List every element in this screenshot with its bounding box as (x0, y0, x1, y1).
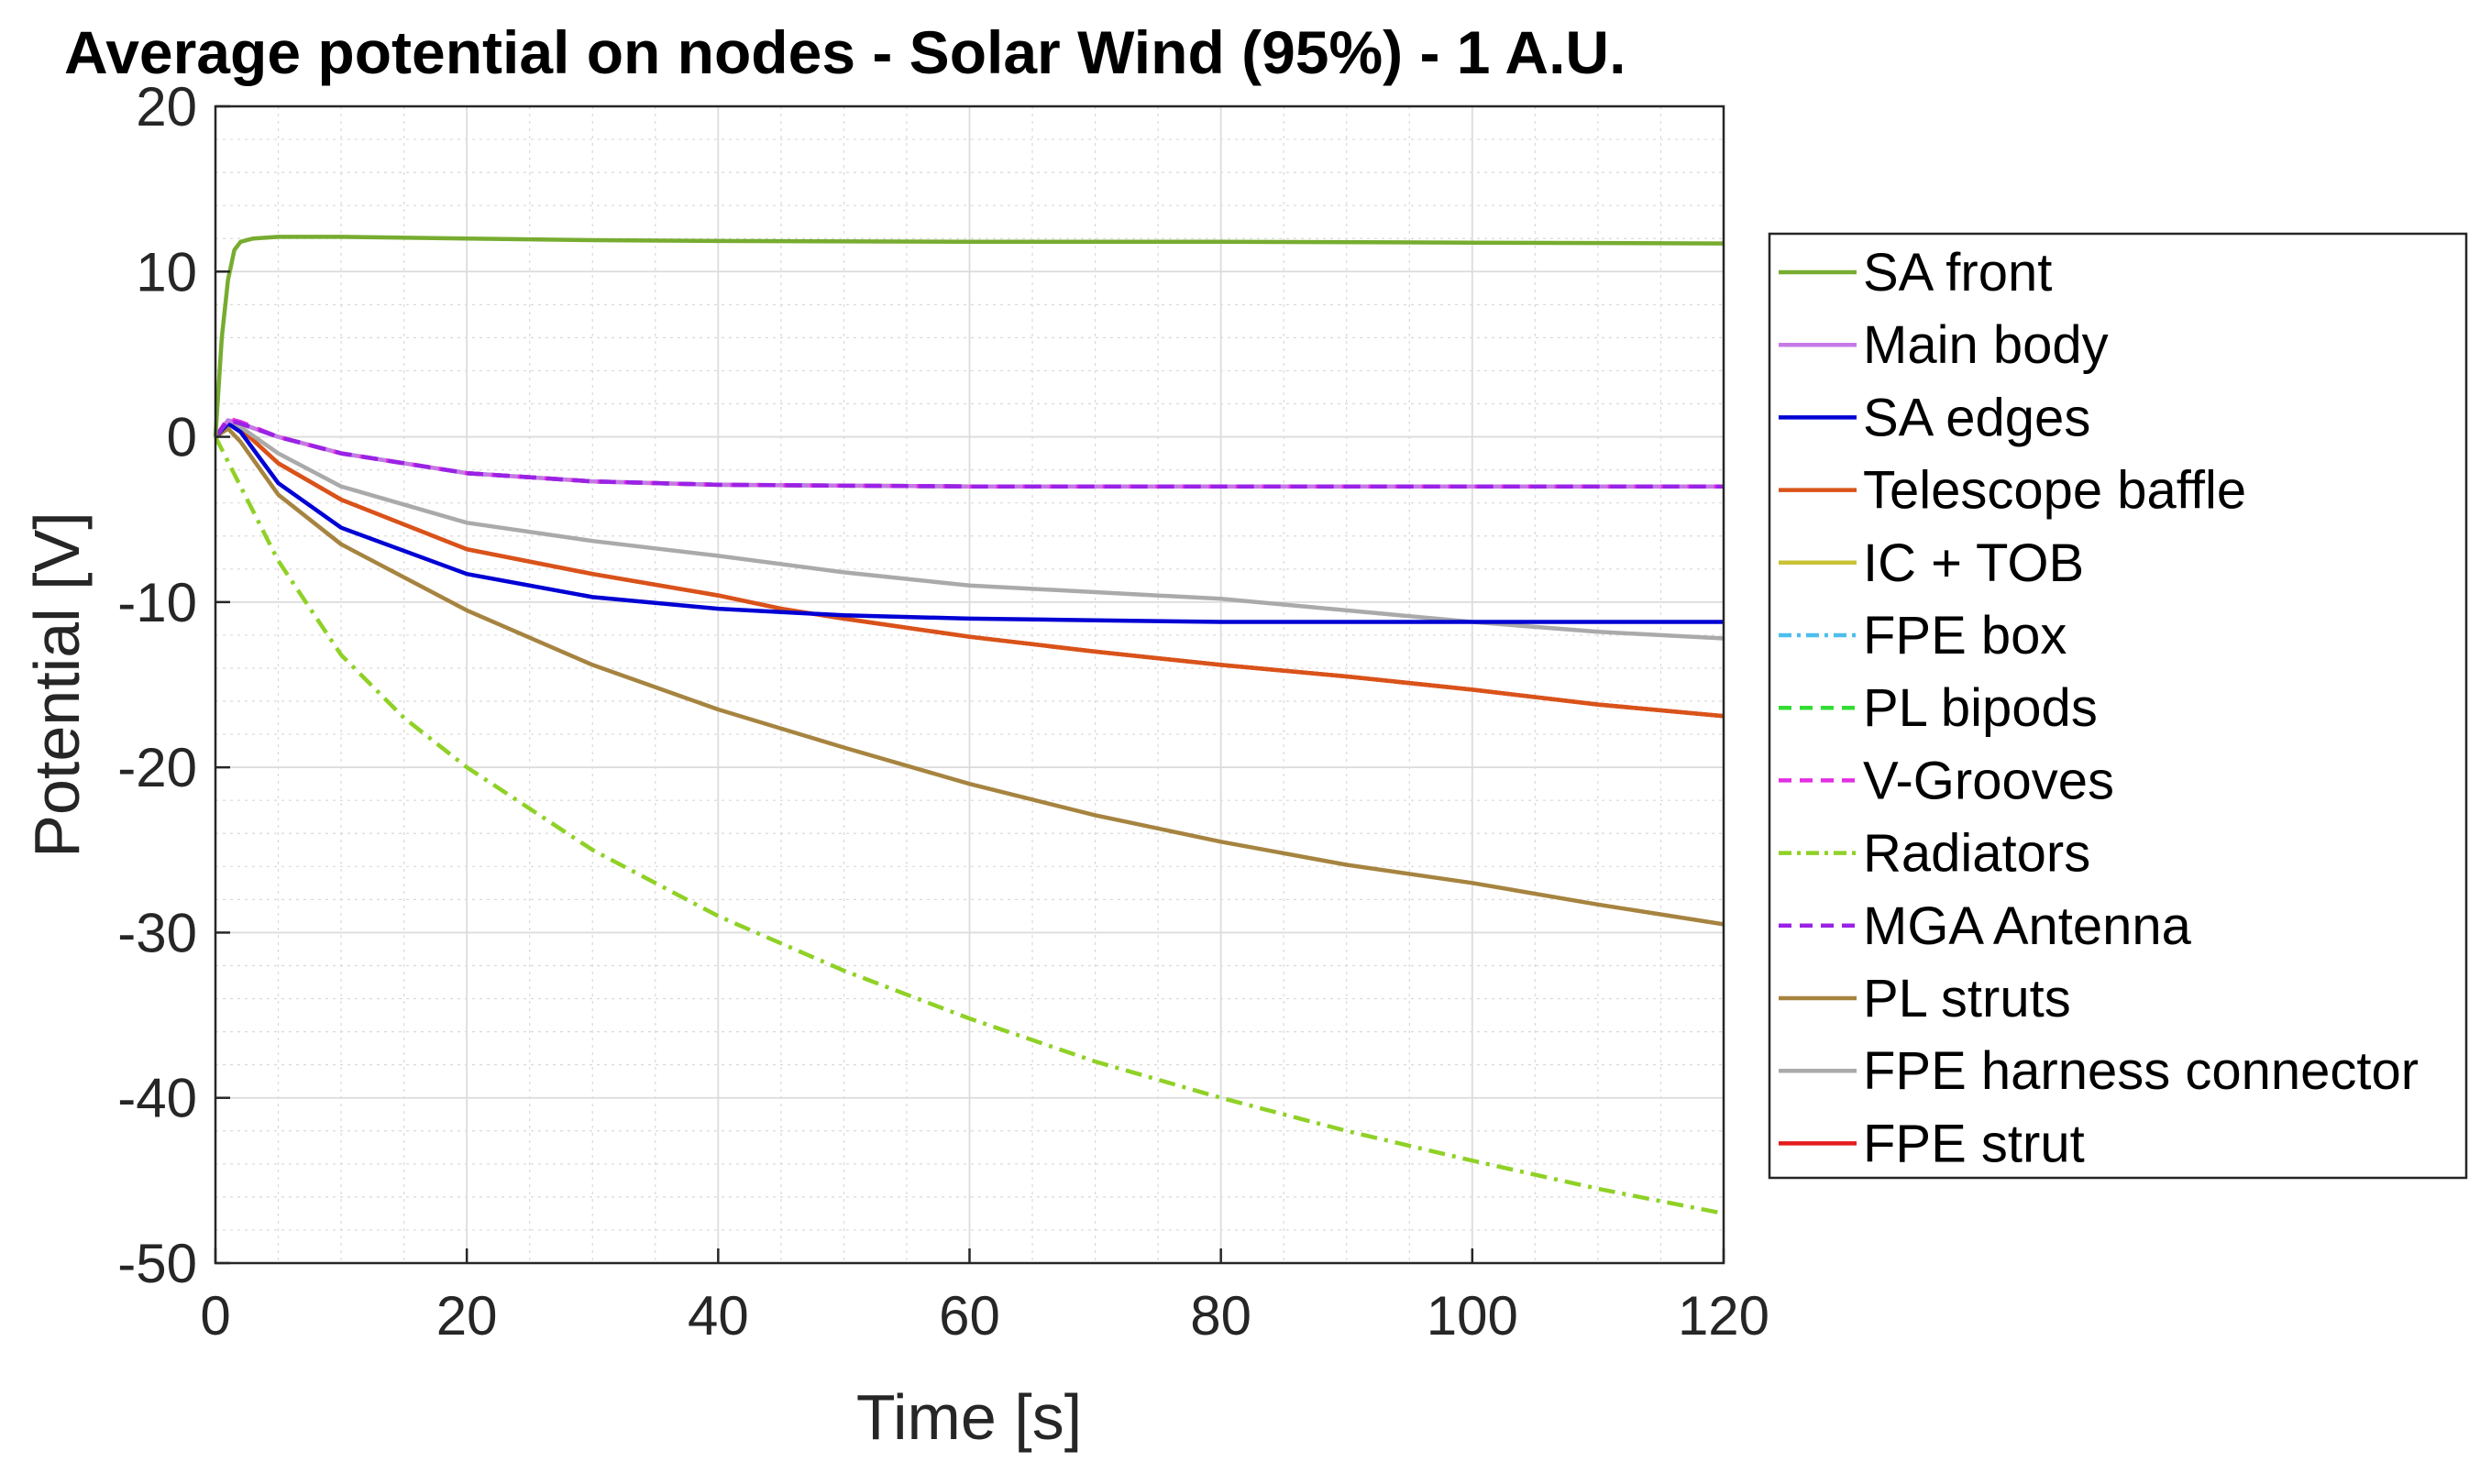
y-tick-label: -20 (117, 737, 197, 798)
legend-label-v-grooves: V-Grooves (1863, 751, 2114, 810)
legend-label-fpe-box: FPE box (1863, 606, 2067, 665)
y-tick-label: -10 (117, 572, 197, 633)
y-tick-label: -30 (117, 902, 197, 963)
legend: SA front Main body SA edges Telescope baffl… (1768, 232, 2468, 1180)
legend-label-sa-edges: SA edges (1863, 388, 2090, 447)
y-tick-label: 0 (167, 407, 197, 468)
series-line-telescope-baffle (214, 421, 1725, 719)
series-line-fpe-harness-connector (214, 420, 1725, 641)
series-lines (213, 235, 1725, 1216)
x-axis: 0 20 40 60 80 100 120 (200, 1248, 1769, 1347)
legend-label-pl-bipods: PL bipods (1863, 678, 2098, 738)
y-tick-label: 20 (136, 76, 197, 137)
legend-label-mga-antenna: MGA Antenna (1863, 896, 2192, 956)
series-line-pl-struts (214, 426, 1725, 927)
legend-label-fpe-harness-connector: FPE harness connector (1863, 1041, 2419, 1101)
x-tick-label: 80 (1190, 1285, 1251, 1347)
y-axis: 20 10 0 -10 -20 -30 -40 -50 (117, 76, 230, 1294)
y-tick-label: 10 (136, 241, 197, 302)
y-tick-label: -50 (117, 1233, 197, 1294)
series-line-mga-antenna (214, 418, 1724, 489)
legend-label-main-body: Main body (1863, 315, 2109, 375)
x-tick-label: 120 (1678, 1285, 1769, 1347)
x-tick-label: 0 (200, 1285, 230, 1347)
legend-label-telescope-baffle: Telescope baffle (1863, 461, 2246, 521)
x-tick-label: 40 (688, 1285, 749, 1347)
legend-label-ic-tob: IC + TOB (1863, 533, 2084, 593)
legend-label-sa-front: SA front (1863, 243, 2052, 302)
x-axis-label: Time [s] (856, 1381, 1082, 1453)
x-tick-label: 60 (939, 1285, 1000, 1347)
y-tick-label: -40 (117, 1068, 197, 1129)
x-tick-label: 20 (436, 1285, 498, 1347)
y-axis-label: Potential [V] (21, 511, 93, 857)
legend-label-fpe-strut: FPE strut (1863, 1114, 2085, 1173)
legend-label-pl-struts: PL struts (1863, 969, 2071, 1028)
series-line-sa-front (213, 235, 1725, 437)
legend-label-radiators: Radiators (1863, 824, 2090, 884)
series-line-sa-edges (214, 421, 1724, 624)
x-tick-label: 100 (1427, 1285, 1518, 1347)
legend-box (1768, 232, 2468, 1180)
series-line-radiators (213, 435, 1725, 1216)
chart-title: Average potential on nodes - Solar Wind … (64, 18, 1626, 86)
